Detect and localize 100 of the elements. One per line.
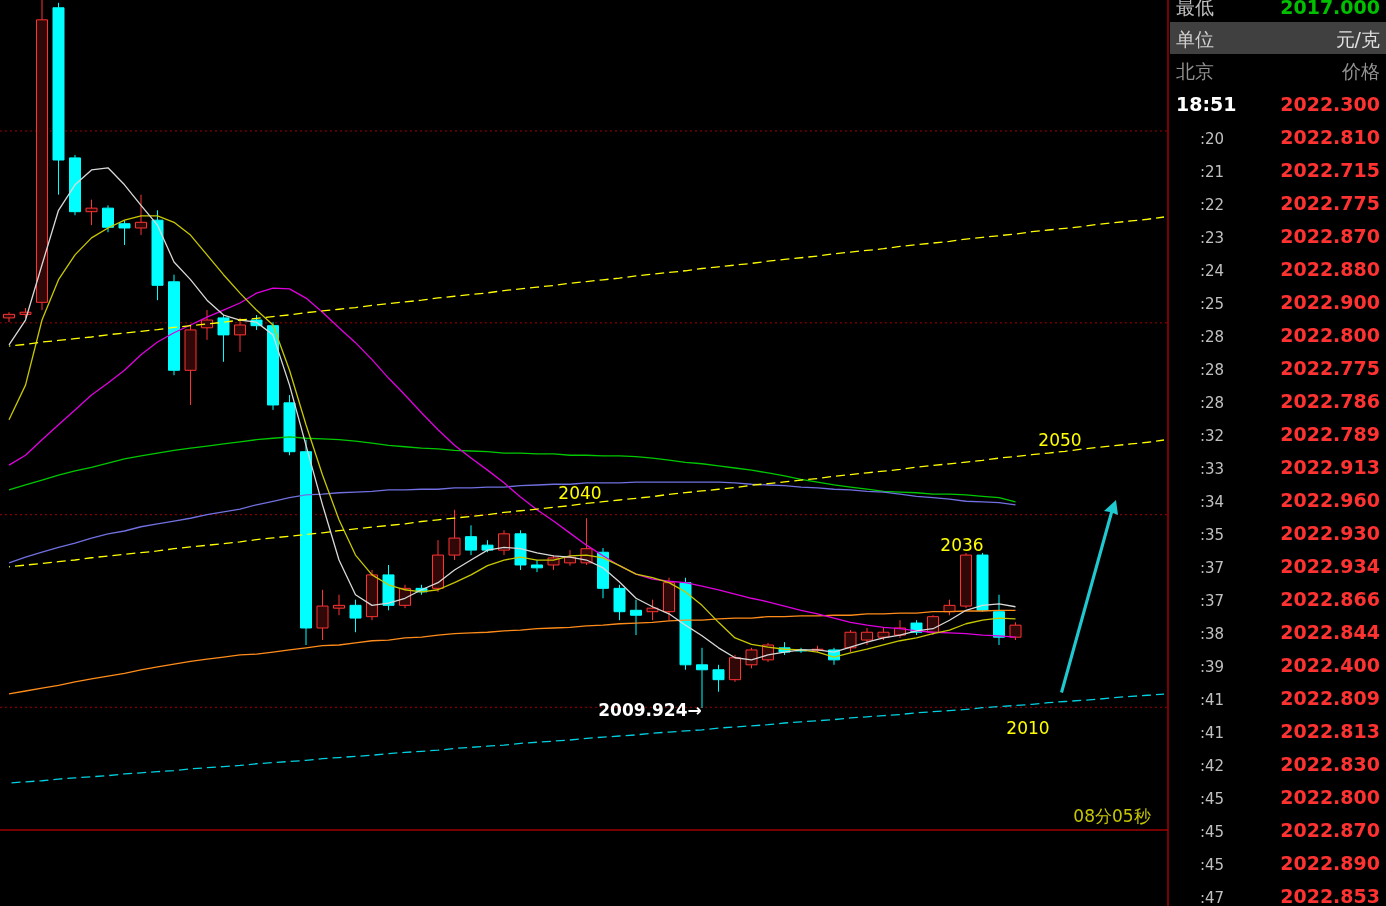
candlestick <box>745 647 758 669</box>
candlestick <box>316 589 329 641</box>
candlestick <box>844 629 857 653</box>
candlestick <box>712 664 725 693</box>
text: 2022.870 <box>1280 225 1380 247</box>
candlestick <box>861 627 873 646</box>
candlestick <box>976 552 989 613</box>
candlestick <box>432 539 444 593</box>
annotation: 2036 <box>940 535 984 555</box>
text: 2022.934 <box>1280 555 1380 577</box>
text: :41 <box>1200 691 1225 709</box>
text: :23 <box>1200 229 1225 247</box>
text: 2017.000 <box>1280 0 1380 18</box>
candlestick <box>960 552 972 609</box>
text: :33 <box>1200 460 1225 478</box>
candlestick <box>118 219 131 246</box>
candlestick <box>366 569 378 621</box>
candlestick <box>531 559 543 573</box>
text: :21 <box>1200 163 1225 181</box>
text: :39 <box>1200 658 1225 676</box>
text: 18:51 <box>1176 93 1237 115</box>
candlestick <box>283 394 296 456</box>
candlestick <box>679 577 692 671</box>
candlestick <box>877 627 890 641</box>
candlestick <box>993 594 1005 646</box>
text: 2022.789 <box>1280 423 1380 445</box>
candlestick <box>448 509 461 561</box>
candlestick <box>217 314 230 363</box>
text: :45 <box>1200 856 1225 874</box>
text: 2022.300 <box>1280 93 1380 115</box>
candlestick <box>349 599 362 633</box>
candlestick <box>52 2 65 196</box>
candlestick <box>333 594 345 616</box>
text: 08分05秒 <box>1073 806 1151 826</box>
text: 2022.960 <box>1280 489 1380 511</box>
text: 单位 <box>1176 28 1214 50</box>
text: :22 <box>1200 196 1225 214</box>
text: 2022.400 <box>1280 654 1380 676</box>
text: :41 <box>1200 724 1225 742</box>
text: :34 <box>1200 493 1225 511</box>
candlestick <box>102 204 114 233</box>
candlestick <box>613 584 626 621</box>
candlestick <box>646 599 659 621</box>
text: 2022.844 <box>1280 621 1380 643</box>
text: :42 <box>1200 757 1225 775</box>
text: 2022.786 <box>1280 390 1380 412</box>
candlestick <box>184 324 197 406</box>
candlestick <box>1009 621 1022 641</box>
text: :24 <box>1200 262 1225 280</box>
candlestick <box>69 154 81 216</box>
candlestick <box>3 311 15 323</box>
candlestick <box>85 199 98 226</box>
annotation: 2040 <box>558 483 602 503</box>
candlestick <box>36 0 48 311</box>
text: 价格 <box>1341 60 1380 82</box>
annotation: 2010 <box>1006 718 1050 738</box>
text: :28 <box>1200 361 1225 379</box>
candlestick <box>514 529 527 571</box>
text: 2022.870 <box>1280 819 1380 841</box>
text: :25 <box>1200 295 1225 313</box>
candlestick <box>234 317 246 353</box>
text: :47 <box>1200 889 1225 906</box>
text: 2022.880 <box>1280 258 1380 280</box>
text: 2022.715 <box>1280 159 1380 181</box>
candlestick <box>382 564 395 611</box>
candlestick <box>630 599 642 636</box>
text: 2022.866 <box>1280 588 1380 610</box>
text: :37 <box>1200 592 1225 610</box>
text: 北京 <box>1176 60 1214 82</box>
text: 2022.930 <box>1280 522 1380 544</box>
text: 2022.813 <box>1280 720 1380 742</box>
text: 2022.800 <box>1280 324 1380 346</box>
text: :28 <box>1200 328 1225 346</box>
candlestick <box>19 307 32 319</box>
candlestick <box>943 599 956 616</box>
text: :35 <box>1200 526 1225 544</box>
text: 元/克 <box>1335 28 1380 50</box>
text: 2022.809 <box>1280 687 1380 709</box>
annotation: 2050 <box>1038 430 1082 450</box>
text: 2022.775 <box>1280 357 1380 379</box>
candlestick <box>729 654 741 683</box>
candlestick <box>201 309 213 341</box>
text: :28 <box>1200 394 1225 412</box>
candlestick <box>465 524 477 556</box>
candlestick <box>135 194 147 236</box>
candlestick <box>498 529 510 556</box>
annotation: 2009.924→ <box>598 700 702 720</box>
text: :38 <box>1200 625 1225 643</box>
text: 2022.853 <box>1280 885 1380 906</box>
text: :32 <box>1200 427 1225 445</box>
candlestick <box>300 439 312 646</box>
text: 2022.890 <box>1280 852 1380 874</box>
text: 2022.913 <box>1280 456 1380 478</box>
text: 2022.830 <box>1280 753 1380 775</box>
text: 2022.900 <box>1280 291 1380 313</box>
text: :37 <box>1200 559 1225 577</box>
candlestick <box>168 274 180 376</box>
text: :20 <box>1200 130 1225 148</box>
candlestick <box>151 209 164 301</box>
text: 2022.775 <box>1280 192 1380 214</box>
